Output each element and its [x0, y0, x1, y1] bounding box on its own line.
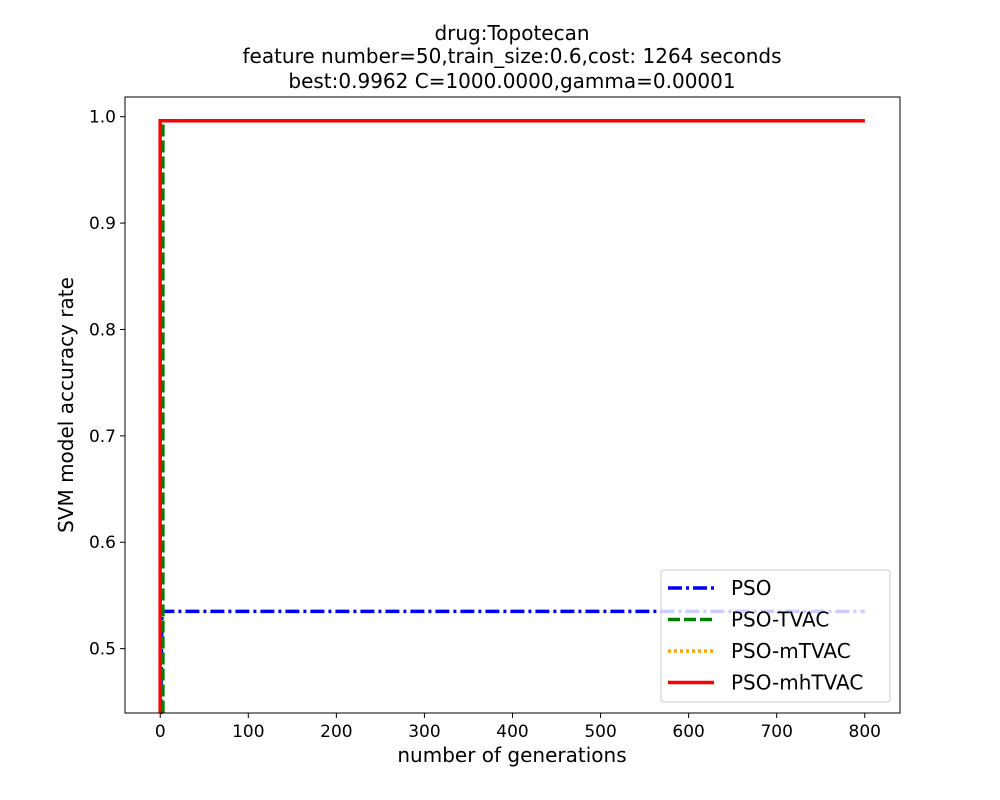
x-tick-label: 500 [584, 722, 616, 742]
x-tick-label: 200 [320, 722, 352, 742]
title-line-1: drug:Topotecan [434, 21, 589, 45]
x-tick-label: 100 [232, 722, 264, 742]
title-line-2: feature number=50,train_size:0.6,cost: 1… [242, 44, 781, 68]
x-tick-label: 600 [672, 722, 704, 742]
y-tick-label: 0.9 [89, 214, 116, 234]
y-tick-label: 0.5 [89, 640, 116, 660]
y-axis: 0.5 0.6 0.7 0.8 0.9 1.0 [89, 108, 125, 660]
chart-title: drug:Topotecan feature number=50,train_s… [242, 21, 781, 93]
legend-label-pso-tvac: PSO-TVAC [731, 608, 829, 632]
legend-label-pso-mhtvac: PSO-mhTVAC [731, 671, 863, 695]
y-tick-label: 0.7 [89, 427, 116, 447]
x-tick-label: 700 [760, 722, 792, 742]
legend-label-pso-mtvac: PSO-mTVAC [731, 639, 851, 663]
title-line-3: best:0.9962 C=1000.0000,gamma=0.00001 [288, 69, 735, 93]
x-tick-label: 400 [496, 722, 528, 742]
y-axis-label: SVM model accuracy rate [54, 277, 78, 533]
x-tick-label: 800 [849, 722, 881, 742]
legend-box [660, 569, 891, 703]
x-axis-label: number of generations [397, 743, 626, 767]
y-tick-label: 0.6 [89, 533, 116, 553]
y-tick-label: 1.0 [89, 108, 116, 128]
x-axis: 0 100 200 300 400 500 600 700 800 [155, 713, 881, 742]
legend: PSO PSO-TVAC PSO-mTVAC PSO-mhTVAC [660, 569, 891, 703]
y-tick-label: 0.8 [89, 320, 116, 340]
x-tick-label: 0 [155, 722, 166, 742]
legend-label-pso: PSO [731, 576, 772, 600]
series-line-pso-mhtvac [158, 118, 865, 713]
x-tick-label: 300 [408, 722, 440, 742]
